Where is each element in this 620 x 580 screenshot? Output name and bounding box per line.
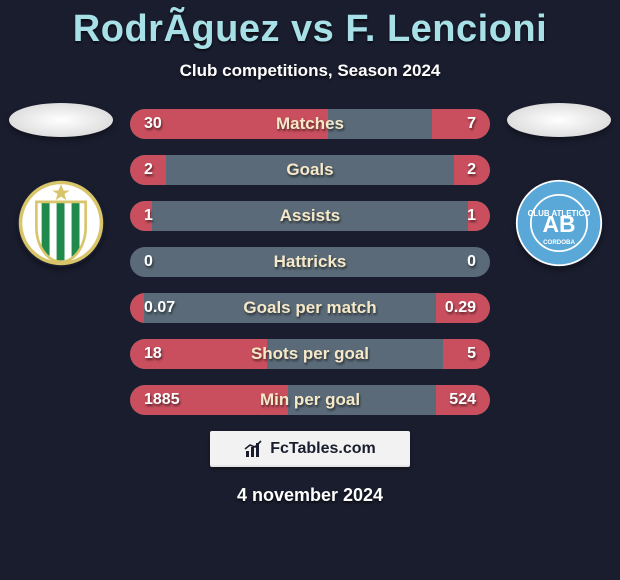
- comparison-bars: 307Matches 22Goals 11Assists 0 0Hattricks 0.0…: [130, 109, 490, 415]
- stat-row: 185Shots per goal: [130, 339, 490, 369]
- stat-value-left: 0: [144, 247, 153, 277]
- svg-text:CORDOBA: CORDOBA: [543, 239, 575, 246]
- comparison-section: CLUB ATLETICO AB CORDOBA 307Matches 22Goa…: [0, 109, 620, 415]
- stat-label: Hattricks: [130, 247, 490, 277]
- stat-bar-left-fill: [130, 339, 267, 369]
- stat-bar-right-fill: [468, 201, 490, 231]
- stat-bar-right-fill: [436, 385, 490, 415]
- brand-badge: FcTables.com: [210, 431, 410, 467]
- page-title: RodrÃ­guez vs F. Lencioni: [0, 0, 620, 51]
- stat-row: 0 0Hattricks: [130, 247, 490, 277]
- snapshot-date: 4 november 2024: [0, 485, 620, 506]
- stat-bar-left-fill: [130, 155, 166, 185]
- svg-text:AB: AB: [542, 211, 575, 237]
- right-team-crest: CLUB ATLETICO AB CORDOBA: [515, 179, 603, 267]
- right-player-column: CLUB ATLETICO AB CORDOBA: [504, 103, 614, 267]
- stat-label: Goals: [130, 155, 490, 185]
- stat-row: 22Goals: [130, 155, 490, 185]
- stat-bar-right-fill: [436, 293, 490, 323]
- page-subtitle: Club competitions, Season 2024: [0, 61, 620, 81]
- left-player-photo-placeholder: [9, 103, 113, 137]
- left-player-column: [6, 103, 116, 267]
- brand-chart-icon: [244, 439, 264, 459]
- stat-bar-left-fill: [130, 109, 328, 139]
- stat-bar-left-fill: [130, 293, 144, 323]
- right-player-photo-placeholder: [507, 103, 611, 137]
- stat-value-left: 0.07: [144, 293, 175, 323]
- stat-bar-right-fill: [443, 339, 490, 369]
- stat-row: 11Assists: [130, 201, 490, 231]
- stat-bar-left-fill: [130, 385, 288, 415]
- stat-label: Assists: [130, 201, 490, 231]
- stat-value-right: 0: [467, 247, 476, 277]
- left-team-crest: [17, 179, 105, 267]
- brand-text: FcTables.com: [270, 440, 376, 458]
- stat-bar-left-fill: [130, 201, 152, 231]
- stat-row: 307Matches: [130, 109, 490, 139]
- stat-row: 0.070.29Goals per match: [130, 293, 490, 323]
- stat-bar-right-fill: [454, 155, 490, 185]
- stat-bar-right-fill: [432, 109, 490, 139]
- stat-row: 1885524Min per goal: [130, 385, 490, 415]
